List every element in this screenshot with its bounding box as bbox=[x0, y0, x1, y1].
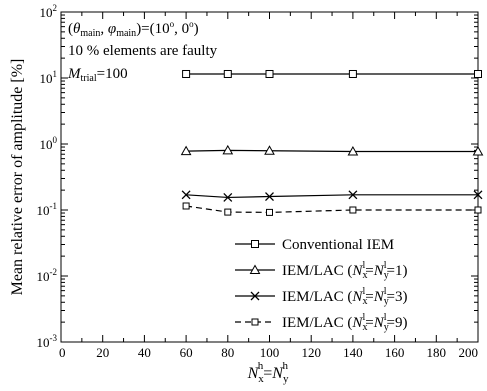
series-layer bbox=[180, 69, 484, 216]
annotation-faulty: 10 % elements are faulty bbox=[68, 43, 218, 59]
annotation-angles: (θmain, φmain)=(10o, 0o) bbox=[68, 19, 199, 39]
y-tick-label: 10-2 bbox=[37, 267, 58, 284]
series-2-point bbox=[473, 190, 483, 200]
y-tick-label: 100 bbox=[40, 135, 58, 152]
legend-marker-2 bbox=[250, 291, 260, 301]
series-3-point bbox=[182, 202, 190, 210]
y-axis-ticks: 10-3 10-2 10-1 100 101 102 bbox=[37, 3, 478, 350]
x-tick-label: 180 bbox=[427, 345, 447, 360]
x-tick-label: 200 bbox=[459, 345, 479, 360]
legend-marker-1 bbox=[249, 264, 261, 274]
series-2-point bbox=[223, 192, 233, 202]
series-1-point bbox=[180, 145, 192, 156]
plot-frame bbox=[60, 11, 479, 343]
x-tick-label: 40 bbox=[138, 345, 151, 360]
legend-label-lac-3: IEM/LAC (Nxl=Nyl=3) bbox=[282, 286, 407, 307]
x-tick-label: 100 bbox=[260, 345, 280, 360]
y-tick-label: 10-3 bbox=[37, 333, 58, 350]
x-axis-ticks: 0 20 40 60 80 100 120 140 160 180 200 bbox=[59, 12, 479, 360]
legend-label-conventional: Conventional IEM bbox=[282, 237, 394, 253]
series-3-point bbox=[349, 206, 357, 214]
series-3-point bbox=[224, 208, 232, 216]
legend-marker-0 bbox=[251, 240, 259, 248]
y-axis-label: Mean relative error of amplitude [%] bbox=[9, 59, 26, 296]
legend-marker-3 bbox=[251, 318, 259, 326]
x-tick-label: 140 bbox=[343, 345, 363, 360]
series-1-point bbox=[222, 144, 234, 155]
series-0-point bbox=[182, 69, 191, 78]
annotation-trials: Mtrial=100 bbox=[67, 66, 128, 84]
x-tick-label: 120 bbox=[301, 345, 321, 360]
series-3-point bbox=[474, 206, 482, 214]
series-0-point bbox=[265, 69, 274, 78]
series-1-point bbox=[347, 145, 359, 156]
series-0-point bbox=[474, 69, 482, 78]
x-tick-label: 60 bbox=[180, 345, 193, 360]
legend: Conventional IEM IEM/LAC (Nxl=Nyl=1) IEM… bbox=[235, 237, 407, 333]
x-axis-label: Nxh=Nyh bbox=[247, 360, 289, 385]
x-tick-label: 80 bbox=[221, 345, 234, 360]
series-2-point bbox=[265, 192, 274, 201]
series-3-point bbox=[266, 208, 273, 216]
legend-label-lac-9: IEM/LAC (Nxl=Nyl=9) bbox=[282, 312, 407, 333]
x-tick-label: 0 bbox=[59, 345, 66, 360]
series-0-point bbox=[223, 69, 232, 78]
series-1-point bbox=[472, 145, 484, 156]
series-1-point bbox=[264, 145, 275, 155]
y-tick-label: 10-1 bbox=[37, 201, 58, 218]
x-tick-label: 20 bbox=[96, 345, 109, 360]
legend-swatches bbox=[235, 240, 275, 326]
x-tick-label: 160 bbox=[385, 345, 405, 360]
series-0-point bbox=[348, 69, 357, 78]
y-tick-label: 102 bbox=[40, 3, 58, 20]
series-2-point bbox=[348, 190, 358, 200]
y-tick-label: 101 bbox=[40, 69, 58, 86]
series-2-point bbox=[181, 190, 191, 200]
legend-label-lac-1: IEM/LAC (Nxl=Nyl=1) bbox=[282, 260, 407, 281]
